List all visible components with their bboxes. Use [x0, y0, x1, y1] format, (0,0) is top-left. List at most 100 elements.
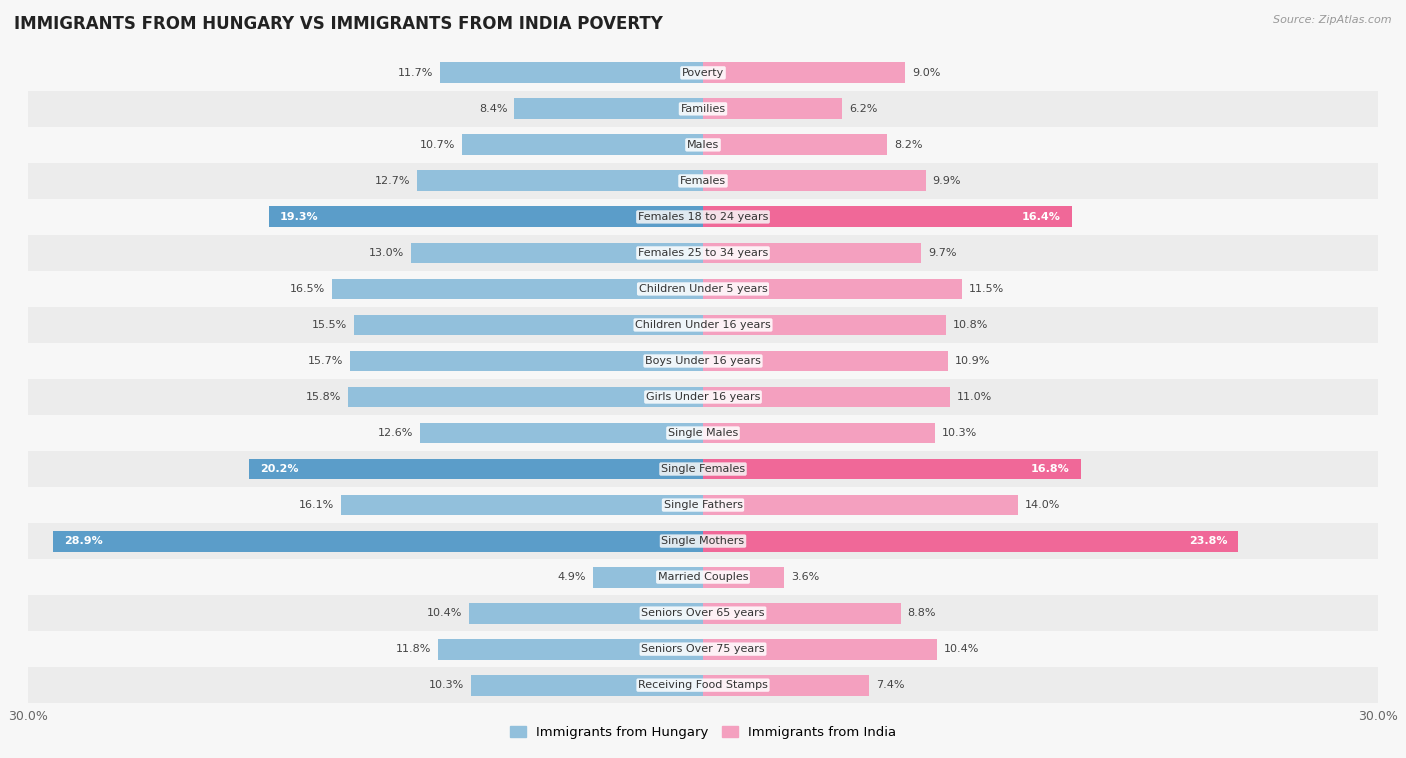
Text: 10.3%: 10.3% — [429, 680, 464, 690]
Bar — [703, 315, 946, 336]
Bar — [53, 531, 703, 552]
Bar — [350, 350, 703, 371]
Text: 10.4%: 10.4% — [943, 644, 979, 654]
Text: 16.4%: 16.4% — [1022, 212, 1060, 222]
Bar — [28, 307, 1378, 343]
Bar — [28, 127, 1378, 163]
Bar — [419, 422, 703, 443]
Bar — [703, 675, 869, 696]
Text: Source: ZipAtlas.com: Source: ZipAtlas.com — [1274, 15, 1392, 25]
Bar — [28, 199, 1378, 235]
Bar — [703, 459, 1081, 480]
Bar — [28, 487, 1378, 523]
Text: 8.8%: 8.8% — [908, 608, 936, 618]
Bar — [418, 171, 703, 191]
Text: Married Couples: Married Couples — [658, 572, 748, 582]
Bar — [703, 495, 1018, 515]
Bar — [703, 243, 921, 263]
Bar — [28, 667, 1378, 703]
Bar — [28, 415, 1378, 451]
Text: 11.8%: 11.8% — [395, 644, 430, 654]
Text: 10.4%: 10.4% — [427, 608, 463, 618]
Bar — [437, 639, 703, 659]
Text: 11.0%: 11.0% — [957, 392, 993, 402]
Text: Single Mothers: Single Mothers — [661, 536, 745, 546]
Text: 15.7%: 15.7% — [308, 356, 343, 366]
Bar — [28, 451, 1378, 487]
Bar — [703, 206, 1071, 227]
Text: 15.8%: 15.8% — [305, 392, 340, 402]
Bar — [28, 235, 1378, 271]
Bar — [28, 559, 1378, 595]
Text: Girls Under 16 years: Girls Under 16 years — [645, 392, 761, 402]
Bar — [703, 603, 901, 624]
Text: 28.9%: 28.9% — [65, 536, 103, 546]
Text: 6.2%: 6.2% — [849, 104, 877, 114]
Text: 12.6%: 12.6% — [377, 428, 413, 438]
Text: 19.3%: 19.3% — [280, 212, 319, 222]
Bar — [703, 422, 935, 443]
Bar — [269, 206, 703, 227]
Bar — [332, 278, 703, 299]
Bar — [28, 595, 1378, 631]
Text: 20.2%: 20.2% — [260, 464, 298, 474]
Text: Females 18 to 24 years: Females 18 to 24 years — [638, 212, 768, 222]
Text: 9.9%: 9.9% — [932, 176, 960, 186]
Text: Single Fathers: Single Fathers — [664, 500, 742, 510]
Text: 10.7%: 10.7% — [420, 140, 456, 150]
Text: 16.8%: 16.8% — [1031, 464, 1070, 474]
Text: 11.5%: 11.5% — [969, 284, 1004, 294]
Text: Receiving Food Stamps: Receiving Food Stamps — [638, 680, 768, 690]
Bar — [703, 531, 1239, 552]
Text: 7.4%: 7.4% — [876, 680, 904, 690]
Text: 10.8%: 10.8% — [953, 320, 988, 330]
Text: 8.4%: 8.4% — [479, 104, 508, 114]
Text: 16.5%: 16.5% — [290, 284, 325, 294]
Bar — [28, 163, 1378, 199]
Bar — [28, 631, 1378, 667]
Bar — [249, 459, 703, 480]
Bar — [347, 387, 703, 408]
Bar — [703, 350, 948, 371]
Bar — [703, 171, 925, 191]
Text: 9.0%: 9.0% — [912, 68, 941, 78]
Legend: Immigrants from Hungary, Immigrants from India: Immigrants from Hungary, Immigrants from… — [505, 720, 901, 744]
Bar — [28, 271, 1378, 307]
Text: 13.0%: 13.0% — [368, 248, 404, 258]
Text: 12.7%: 12.7% — [375, 176, 411, 186]
Text: 23.8%: 23.8% — [1188, 536, 1227, 546]
Text: 14.0%: 14.0% — [1025, 500, 1060, 510]
Text: Males: Males — [688, 140, 718, 150]
Bar — [340, 495, 703, 515]
Bar — [354, 315, 703, 336]
Bar — [440, 62, 703, 83]
Bar — [593, 567, 703, 587]
Text: Boys Under 16 years: Boys Under 16 years — [645, 356, 761, 366]
Text: Females 25 to 34 years: Females 25 to 34 years — [638, 248, 768, 258]
Bar — [703, 387, 950, 408]
Text: Children Under 16 years: Children Under 16 years — [636, 320, 770, 330]
Bar — [28, 343, 1378, 379]
Bar — [703, 134, 887, 155]
Text: Children Under 5 years: Children Under 5 years — [638, 284, 768, 294]
Bar — [28, 379, 1378, 415]
Text: 11.7%: 11.7% — [398, 68, 433, 78]
Bar — [28, 523, 1378, 559]
Bar — [703, 639, 936, 659]
Text: IMMIGRANTS FROM HUNGARY VS IMMIGRANTS FROM INDIA POVERTY: IMMIGRANTS FROM HUNGARY VS IMMIGRANTS FR… — [14, 15, 664, 33]
Bar — [28, 91, 1378, 127]
Text: 15.5%: 15.5% — [312, 320, 347, 330]
Text: 16.1%: 16.1% — [299, 500, 335, 510]
Text: 10.3%: 10.3% — [942, 428, 977, 438]
Text: Females: Females — [681, 176, 725, 186]
Text: 8.2%: 8.2% — [894, 140, 922, 150]
Text: 10.9%: 10.9% — [955, 356, 990, 366]
Text: Seniors Over 75 years: Seniors Over 75 years — [641, 644, 765, 654]
Text: 9.7%: 9.7% — [928, 248, 956, 258]
Text: Poverty: Poverty — [682, 68, 724, 78]
Bar — [463, 134, 703, 155]
Bar — [703, 62, 905, 83]
Text: Seniors Over 65 years: Seniors Over 65 years — [641, 608, 765, 618]
Text: Single Females: Single Females — [661, 464, 745, 474]
Text: 3.6%: 3.6% — [790, 572, 818, 582]
